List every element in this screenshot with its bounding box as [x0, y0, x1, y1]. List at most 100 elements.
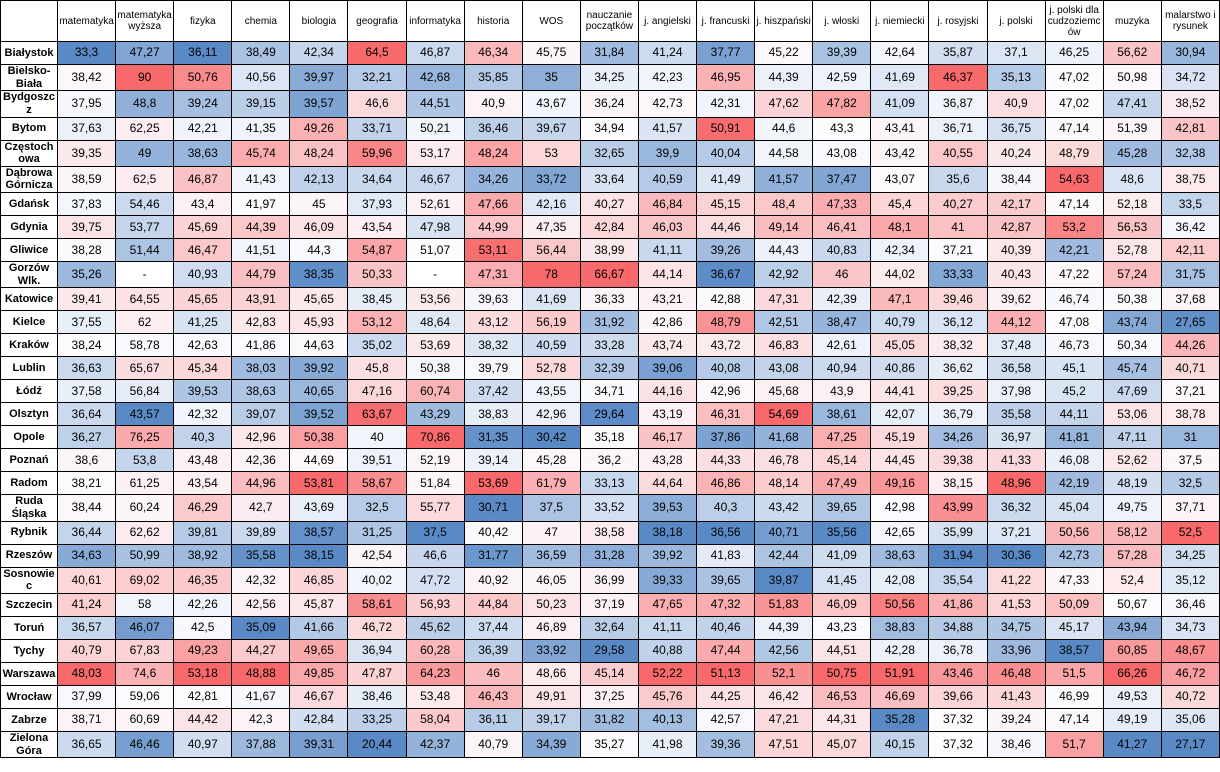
table-row: Zabrze 38,71 60,69 44,42 42,3 42,84 33,25 58,04… [0, 707, 1220, 732]
data-cell: 37,21 [986, 520, 1046, 545]
data-cell: 49,16 [870, 471, 930, 496]
data-cell: 41,67 [231, 684, 291, 709]
data-cell: 38,92 [173, 543, 233, 568]
data-cell: 40,88 [637, 638, 698, 663]
data-cell: 46,72 [1160, 661, 1220, 686]
data-cell: 56,19 [521, 310, 581, 335]
data-cell: 36,39 [463, 638, 523, 663]
data-cell: 47,25 [812, 425, 872, 450]
column-header: malarstwo i rysunek [1160, 0, 1220, 42]
data-cell: 38,99 [579, 238, 639, 263]
data-cell: 35,02 [347, 333, 407, 358]
row-header-city: Rzeszów [0, 543, 58, 568]
data-cell: 31,35 [463, 425, 523, 450]
data-cell: 56,53 [1102, 215, 1162, 240]
data-cell: 43,9 [812, 379, 872, 404]
data-cell: 40,86 [870, 356, 930, 381]
column-header: WOS [521, 0, 581, 42]
data-cell: 42,08 [870, 566, 930, 594]
data-cell: 40,15 [870, 730, 930, 759]
data-cell: 40 [347, 425, 407, 450]
data-cell: 49,26 [289, 116, 349, 141]
data-cell: 48,66 [521, 661, 581, 686]
data-cell: 38,32 [928, 333, 988, 358]
data-cell: 36,94 [347, 638, 407, 663]
table-row: Kielce 37,55 62 41,25 42,83 45,93 53,12 48,64 43… [0, 310, 1220, 335]
data-cell: 38,46 [986, 730, 1046, 759]
row-header-city: Bielsko-Biała [0, 63, 58, 92]
data-cell: 36,32 [986, 494, 1046, 522]
data-cell: 35,27 [579, 730, 639, 759]
data-cell: 46,35 [173, 566, 233, 594]
data-cell: 40,79 [56, 638, 117, 663]
table-row: Kraków 38,24 58,78 42,63 41,86 44,63 35,02 53,6… [0, 333, 1220, 358]
data-cell: 45,07 [812, 730, 872, 759]
data-cell: 54,46 [115, 192, 175, 217]
data-cell: 58,12 [1102, 520, 1162, 545]
data-cell: 35,85 [463, 63, 523, 92]
table-row: Częstochowa 39,35 49 38,63 45,74 48,24 59,96 53… [0, 139, 1220, 167]
table-row: Białystok 33,3 47,27 36,11 38,49 42,34 64,5 46,… [0, 41, 1220, 65]
data-cell: 63,67 [347, 402, 407, 427]
data-cell: 34,63 [56, 543, 117, 568]
data-cell: 42,73 [637, 90, 698, 118]
data-cell: 41,51 [231, 238, 291, 263]
data-cell: 38,59 [56, 165, 117, 194]
data-cell: 43,12 [463, 310, 523, 335]
data-cell: 59,06 [115, 684, 175, 709]
data-cell: 34,88 [928, 615, 988, 640]
data-cell: 48,1 [870, 215, 930, 240]
data-cell: 31,82 [579, 707, 639, 732]
data-cell: 36,62 [928, 356, 988, 381]
table-row: Gdańsk 37,83 54,46 43,4 41,97 45 37,93 52,61 47,… [0, 192, 1220, 217]
data-cell: 31,84 [579, 41, 639, 65]
data-cell: 52,18 [1102, 192, 1162, 217]
data-cell: 39,36 [696, 730, 756, 759]
data-cell: 46,17 [637, 425, 698, 450]
data-cell: 42,57 [696, 707, 756, 732]
data-cell: 38,63 [870, 543, 930, 568]
data-cell: 39,14 [463, 448, 523, 473]
data-cell: 50,21 [405, 116, 465, 141]
data-cell: 43,55 [521, 379, 581, 404]
data-cell: 40,59 [637, 165, 698, 194]
data-cell: 36,63 [56, 356, 117, 381]
data-cell: 42,59 [812, 63, 872, 92]
data-cell: 40,55 [928, 139, 988, 167]
data-cell: 64,23 [405, 661, 465, 686]
column-header: nauczanie początków [579, 0, 639, 42]
data-cell: 38,52 [1160, 90, 1220, 118]
data-cell: 36,42 [1160, 215, 1220, 240]
data-cell: 41,24 [56, 592, 117, 617]
data-cell: 41,86 [928, 592, 988, 617]
data-cell: 39,24 [986, 707, 1046, 732]
data-cell: 46,95 [696, 63, 756, 92]
data-cell: 44,39 [754, 615, 814, 640]
data-cell: 37,5 [1160, 448, 1220, 473]
data-cell: 47,02 [1044, 63, 1104, 92]
data-cell: 38,83 [870, 615, 930, 640]
data-cell: 40,61 [56, 566, 117, 594]
row-header-city: Toruń [0, 615, 58, 640]
data-cell: 45,28 [521, 448, 581, 473]
data-cell: 42,64 [870, 41, 930, 65]
row-header-city: Lublin [0, 356, 58, 381]
data-cell: 36,75 [986, 116, 1046, 141]
data-cell: 53,8 [115, 448, 175, 473]
data-cell: 47,66 [463, 192, 523, 217]
data-cell: 51,5 [1044, 661, 1104, 686]
data-cell: 45,87 [289, 592, 349, 617]
data-cell: 50,56 [1044, 520, 1104, 545]
data-cell: 40,93 [173, 261, 233, 289]
row-header-city: Gdańsk [0, 192, 58, 217]
data-cell: 46,37 [928, 63, 988, 92]
data-cell: 66,26 [1102, 661, 1162, 686]
data-cell: 53 [521, 139, 581, 167]
data-cell: 38,15 [289, 543, 349, 568]
table-row: Opole 36,27 76,25 40,3 42,96 50,38 40 70,86 31,3… [0, 425, 1220, 450]
data-cell: 49,14 [754, 215, 814, 240]
data-cell: 44,02 [870, 261, 930, 289]
data-cell: 36,27 [56, 425, 117, 450]
data-cell: 44,63 [289, 333, 349, 358]
data-cell: 46,34 [463, 41, 523, 65]
